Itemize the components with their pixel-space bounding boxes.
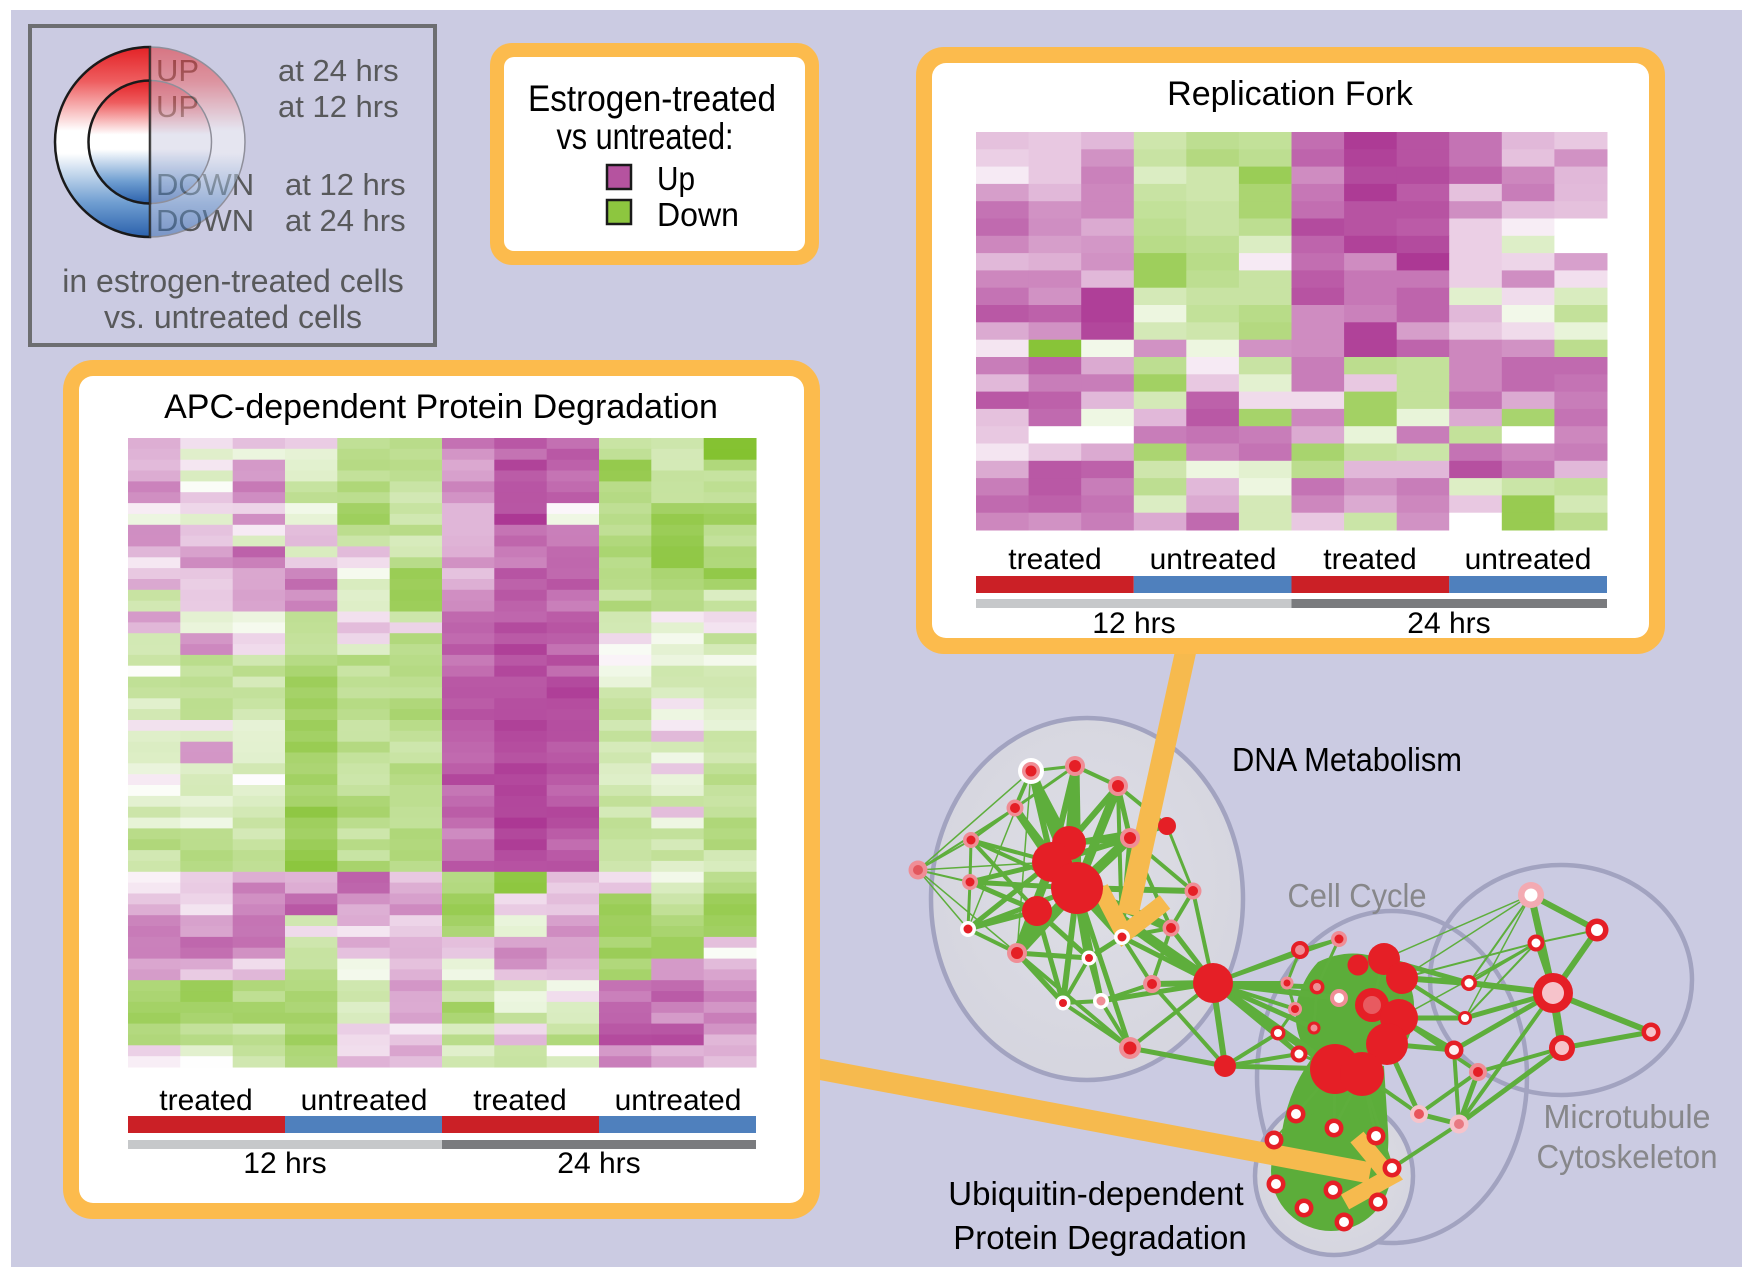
svg-text:Cytoskeleton: Cytoskeleton [1537,1138,1718,1175]
svg-text:at 12 hrs: at 12 hrs [285,167,406,202]
svg-text:24 hrs: 24 hrs [557,1147,640,1180]
svg-text:untreated: untreated [301,1084,428,1117]
svg-text:Up: Up [657,160,695,197]
svg-text:at 24 hrs: at 24 hrs [285,203,406,238]
svg-text:treated: treated [159,1084,252,1117]
svg-text:treated: treated [1008,543,1101,576]
svg-text:12 hrs: 12 hrs [243,1147,326,1180]
svg-text:Replication Fork: Replication Fork [1167,75,1414,113]
svg-text:at 24 hrs: at 24 hrs [278,53,399,88]
svg-text:DNA Metabolism: DNA Metabolism [1232,741,1462,778]
svg-text:untreated: untreated [615,1084,742,1117]
svg-text:in estrogen-treated cells: in estrogen-treated cells [62,263,404,299]
svg-text:untreated: untreated [1465,543,1592,576]
svg-text:Protein Degradation: Protein Degradation [953,1219,1247,1256]
svg-text:treated: treated [1323,543,1416,576]
svg-text:treated: treated [473,1084,566,1117]
svg-text:at 12 hrs: at 12 hrs [278,89,399,124]
svg-text:Ubiquitin-dependent: Ubiquitin-dependent [948,1175,1243,1212]
svg-text:untreated: untreated [1150,543,1277,576]
svg-text:APC-dependent Protein Degradat: APC-dependent Protein Degradation [164,388,718,426]
svg-text:Microtubule: Microtubule [1544,1098,1711,1135]
svg-text:vs untreated:: vs untreated: [557,116,734,157]
svg-text:Estrogen-treated: Estrogen-treated [528,78,776,119]
svg-text:12 hrs: 12 hrs [1092,607,1175,640]
svg-text:24 hrs: 24 hrs [1407,607,1490,640]
svg-text:Down: Down [657,196,739,233]
svg-text:Cell Cycle: Cell Cycle [1288,877,1427,914]
svg-text:vs. untreated cells: vs. untreated cells [104,299,362,335]
